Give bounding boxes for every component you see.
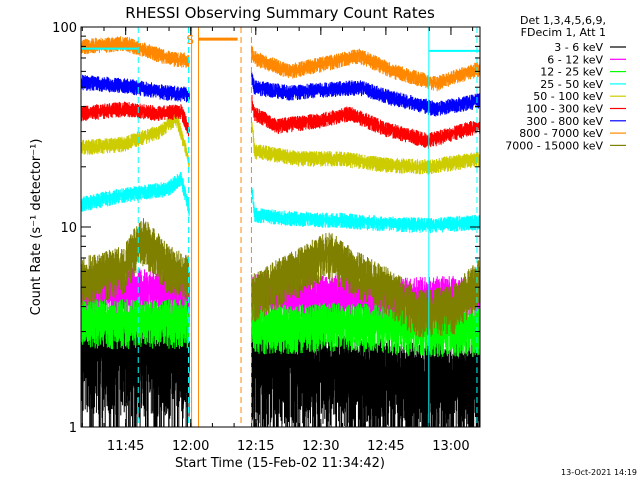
x-axis-label: Start Time (15-Feb-02 11:34:42) [175, 456, 385, 471]
legend-label: 6 - 12 keV [547, 53, 603, 66]
legend-label: 100 - 300 keV [526, 103, 603, 116]
series-25-50-kev [81, 171, 480, 234]
x-tick-label: 12:00 [172, 439, 209, 454]
y-tick-label: 100 [52, 21, 77, 36]
x-tick-label: 13:00 [432, 439, 469, 454]
series-100-300-kev [81, 95, 480, 149]
legend-label: 300 - 800 keV [526, 115, 603, 128]
legend-label: 12 - 25 keV [540, 66, 603, 79]
chart-title: RHESSI Observing Summary Count Rates [125, 4, 435, 22]
x-tick-label: 11:45 [107, 439, 144, 454]
legend-header: FDecim 1, Att 1 [521, 26, 606, 39]
series-50-100-kev [81, 111, 480, 175]
legend-label: 800 - 7000 keV [519, 127, 603, 140]
series-300-800-kev [81, 72, 480, 117]
saa-marker-label: S [186, 33, 194, 47]
x-tick-label: 12:30 [302, 439, 339, 454]
series-800-7000-kev [81, 36, 480, 92]
y-tick-label: 1 [69, 421, 77, 436]
series-12-25-kev [81, 299, 480, 358]
x-tick-label: 12:45 [367, 439, 404, 454]
plot-area: S [81, 27, 480, 427]
legend-label: 25 - 50 keV [540, 78, 603, 91]
x-tick-label: 12:15 [237, 439, 274, 454]
legend-label: 50 - 100 keV [533, 90, 603, 103]
series-group [81, 27, 480, 427]
legend: Det 1,3,4,5,6,9,FDecim 1, Att 1 3 - 6 keV… [505, 14, 626, 152]
legend-label: 3 - 6 keV [554, 41, 603, 54]
axes: 11:45 12:00 12:15 12:30 12:45 13:00 1 10 100 [52, 21, 481, 454]
y-tick-label: 10 [60, 221, 77, 236]
timestamp: 13-Oct-2021 14:19 [561, 468, 637, 477]
legend-label: 7000 - 15000 keV [505, 139, 603, 152]
y-axis-label: Count Rate (s⁻¹ detector⁻¹) [29, 139, 44, 316]
series-7000-15000-kev [81, 218, 480, 338]
legend-header: Det 1,3,4,5,6,9, [520, 14, 606, 27]
